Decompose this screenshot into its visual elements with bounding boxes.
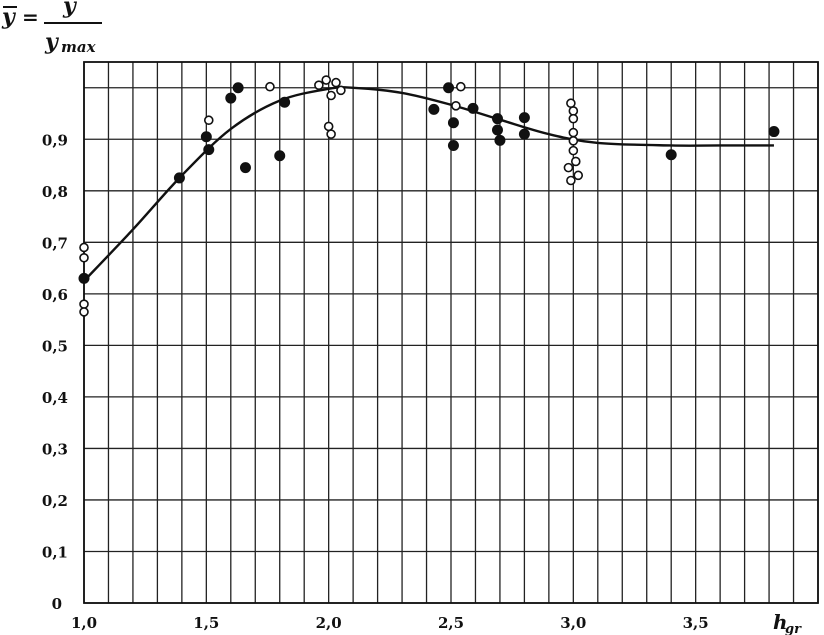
- data-point-filled: [447, 117, 459, 129]
- data-point-filled: [225, 92, 237, 104]
- y-axis-label: y = y y max: [1, 0, 102, 56]
- data-point-open: [336, 85, 346, 96]
- data-point-open: [566, 175, 576, 186]
- data-point-open: [265, 81, 275, 92]
- x-axis-label-subscript: gr: [785, 622, 802, 635]
- data-point-filled: [239, 162, 251, 174]
- fitted-curve: [83, 86, 774, 282]
- data-point-open: [331, 77, 341, 88]
- x-tick-label: 1,0: [71, 614, 97, 632]
- data-point-open: [326, 90, 336, 101]
- data-point-filled: [467, 102, 479, 114]
- plot-border: [83, 61, 819, 604]
- x-tick-label: 2,5: [438, 614, 464, 632]
- data-point-open: [323, 121, 334, 132]
- data-point-filled: [200, 131, 212, 143]
- y-tick-labels: 0 0,1 0,2 0,3 0,4 0,5 0,6 0,7 0,8 0,9: [42, 131, 68, 613]
- data-point-open: [203, 115, 214, 126]
- data-point-open: [451, 100, 461, 111]
- data-point-open: [326, 129, 336, 139]
- fitted-curve-layer: [83, 86, 774, 282]
- y-tick-label: 0,9: [42, 131, 68, 149]
- x-axis-label-base: h: [773, 610, 788, 634]
- y-tick-label: 0,4: [42, 389, 68, 407]
- x-tick-label: 3,0: [560, 614, 586, 632]
- data-point-filled: [768, 126, 780, 138]
- grid: [83, 62, 819, 604]
- data-points-layer: [78, 75, 780, 317]
- x-tick-label: 2,0: [316, 614, 342, 632]
- x-axis-label: h gr: [773, 610, 802, 635]
- data-point-filled: [274, 150, 286, 162]
- data-point-open: [573, 170, 584, 181]
- y-tick-label: 0,1: [42, 543, 68, 561]
- data-point-filled: [518, 112, 530, 124]
- y-tick-label: 0: [52, 595, 62, 613]
- data-point-filled: [491, 113, 503, 125]
- y-tick-label: 0,6: [42, 286, 68, 304]
- x-tick-label: 1,5: [193, 614, 219, 632]
- data-point-open: [455, 81, 466, 92]
- y-axis-label-numerator: y: [62, 0, 78, 19]
- data-point-filled: [428, 103, 440, 115]
- data-point-filled: [494, 134, 506, 146]
- data-point-filled: [443, 82, 455, 94]
- data-point-open: [568, 145, 579, 156]
- data-point-open: [79, 299, 89, 309]
- y-axis-label-equals: =: [22, 5, 39, 29]
- data-point-open: [568, 106, 579, 116]
- data-point-filled: [665, 149, 677, 161]
- data-point-filled: [279, 96, 291, 108]
- data-point-filled: [203, 144, 215, 156]
- data-point-open: [566, 98, 576, 109]
- y-tick-label: 0,5: [42, 337, 68, 355]
- data-point-open: [568, 136, 579, 146]
- data-point-filled: [491, 124, 503, 136]
- data-point-filled: [447, 139, 459, 151]
- y-axis-label-denominator: y: [44, 29, 60, 55]
- data-point-open: [570, 156, 581, 167]
- y-tick-label: 0,2: [42, 492, 68, 510]
- y-tick-label: 0,3: [42, 440, 68, 458]
- data-point-filled: [518, 128, 530, 140]
- data-point-open: [79, 252, 89, 263]
- data-point-open: [563, 162, 574, 173]
- data-point-filled: [232, 82, 244, 94]
- data-point-open: [79, 307, 89, 317]
- data-point-open: [314, 80, 324, 90]
- data-point-open: [79, 242, 89, 253]
- y-axis-label-subscript: max: [61, 38, 97, 56]
- data-point-open: [568, 127, 579, 138]
- y-axis-label-lhs: y: [1, 4, 17, 30]
- data-point-open: [568, 113, 579, 124]
- x-tick-labels: 1,0 1,5 2,0 2,5 3,0 3,5: [71, 614, 709, 632]
- y-tick-label: 0,7: [42, 234, 68, 252]
- data-point-open: [321, 75, 332, 85]
- plot-frame: [83, 61, 819, 604]
- data-point-filled: [173, 172, 185, 184]
- data-point-filled: [78, 272, 90, 284]
- y-tick-label: 0,8: [42, 183, 68, 201]
- x-tick-label: 3,5: [683, 614, 709, 632]
